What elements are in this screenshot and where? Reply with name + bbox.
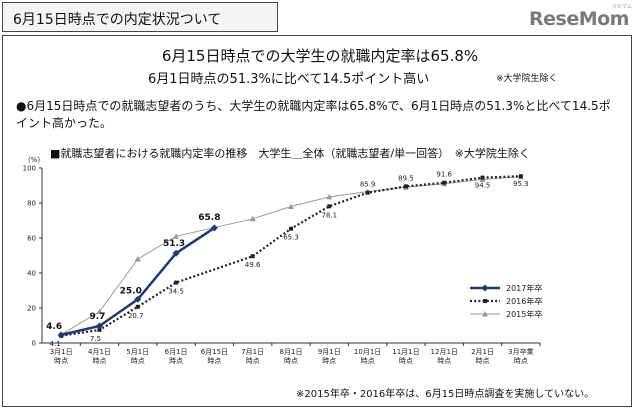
series-line-2016年卒 <box>61 175 521 337</box>
x-tick-label: 10月1日時点 <box>354 348 381 365</box>
data-label-2016: 85.9 <box>360 181 376 189</box>
data-label-2017: 51.3 <box>163 239 185 249</box>
resemom-logo: ReseMom <box>529 8 629 30</box>
page-title: 6月15日時点での内定状況ついて <box>13 12 222 28</box>
data-point-2016 <box>250 254 255 259</box>
y-tick-label: 20 <box>27 305 36 313</box>
data-label-2017: 25.0 <box>120 286 142 296</box>
data-label-2017: 9.7 <box>89 312 105 322</box>
data-point-2016 <box>403 184 408 189</box>
content-panel <box>2 35 632 407</box>
legend-marker-2016 <box>483 299 487 303</box>
series-line-2015年卒 <box>60 176 521 336</box>
data-point-2017 <box>134 295 142 303</box>
y-tick-label: 40 <box>27 270 36 278</box>
data-point-2016 <box>480 175 485 180</box>
x-tick-label: 4月1日時点 <box>88 348 111 365</box>
y-tick-label: 0 <box>32 340 36 348</box>
data-point-2017 <box>95 322 103 330</box>
data-point-2017 <box>57 331 65 339</box>
headline-sub: 6月1日時点の51.3%に比べて14.5ポイント高い <box>148 72 430 87</box>
y-axis-unit: (%) <box>28 156 40 164</box>
x-tick-label: 11月1日時点 <box>392 348 419 365</box>
data-label-2016: 91.6 <box>436 171 452 179</box>
data-point-2016 <box>327 204 332 209</box>
data-label-2016: 95.3 <box>513 180 529 188</box>
data-label-2016: 94.5 <box>475 182 491 190</box>
data-label-2017: 65.8 <box>198 213 220 223</box>
headline-main: 6月15日時点での大学生の就職内定率は65.8% <box>161 47 479 65</box>
data-point-2015 <box>96 308 103 314</box>
legend-label: 2016年卒 <box>506 296 542 306</box>
data-label-2016: 89.5 <box>398 174 414 182</box>
data-label-2016: 34.5 <box>168 288 184 296</box>
data-point-2015 <box>326 193 333 200</box>
y-tick-label: 100 <box>23 165 36 173</box>
data-point-2016 <box>97 327 102 332</box>
data-point-2015 <box>249 215 256 222</box>
x-tick-label: 2月1日時点 <box>471 348 494 365</box>
resemom-logo-subtext: リセマム <box>612 4 633 10</box>
legend-label: 2015年卒 <box>506 309 542 319</box>
data-label-2016: 7.5 <box>90 335 101 343</box>
y-tick-label: 80 <box>27 200 36 208</box>
data-point-2016 <box>174 280 179 285</box>
x-tick-label: 5月1日時点 <box>126 348 149 365</box>
y-tick-label: 60 <box>27 235 36 243</box>
data-point-2016 <box>289 226 293 231</box>
x-tick-label: 12月1日時点 <box>431 348 458 365</box>
chart-title: ■就職志望者における就職内定率の推移 大学生＿全体（就職志望者/単一回答） ※大… <box>50 147 530 160</box>
data-label-2016: 49.6 <box>245 261 261 269</box>
x-tick-label: 6月1日時点 <box>165 348 188 365</box>
exclusion-note: ※大学院生除く <box>496 74 558 84</box>
data-point-2017 <box>210 224 218 232</box>
data-point-2016 <box>365 190 370 195</box>
data-point-2015 <box>288 203 294 209</box>
legend-label: 2017年卒 <box>506 283 542 293</box>
x-tick-label: 9月1日時点 <box>318 348 341 365</box>
data-label-2017: 4.6 <box>46 322 62 332</box>
data-label-2016: 65.3 <box>283 234 299 242</box>
data-point-2016 <box>442 180 447 185</box>
x-tick-label: 8月1日時点 <box>280 348 303 365</box>
header-box: 6月15日時点での内定状況ついて <box>2 2 278 32</box>
x-tick-label: 3月1日時点 <box>50 348 73 365</box>
legend-marker-2017 <box>481 284 489 292</box>
data-point-2017 <box>172 249 180 257</box>
data-label-2016: 4.1 <box>50 340 61 348</box>
data-point-2015 <box>173 233 180 239</box>
legend-marker-2015 <box>482 311 488 317</box>
summary-text: ●6月15日時点での就職志望者のうち、大学生の就職内定率は65.8%で、6月1日… <box>16 99 611 130</box>
data-label-2016: 20.7 <box>128 312 144 320</box>
data-point-2015 <box>134 256 141 262</box>
x-tick-label: 6月15日時点 <box>201 348 228 365</box>
data-point-2016 <box>135 304 140 309</box>
x-tick-label: 7月1日時点 <box>241 348 264 365</box>
data-label-2016: 78.1 <box>322 211 338 219</box>
data-point-2016 <box>518 174 523 179</box>
footnote: ※2015年卒・2016年卒は、6月15日時点調査を実施していない。 <box>296 389 595 400</box>
x-tick-label: 3月卒業時点 <box>508 347 533 365</box>
